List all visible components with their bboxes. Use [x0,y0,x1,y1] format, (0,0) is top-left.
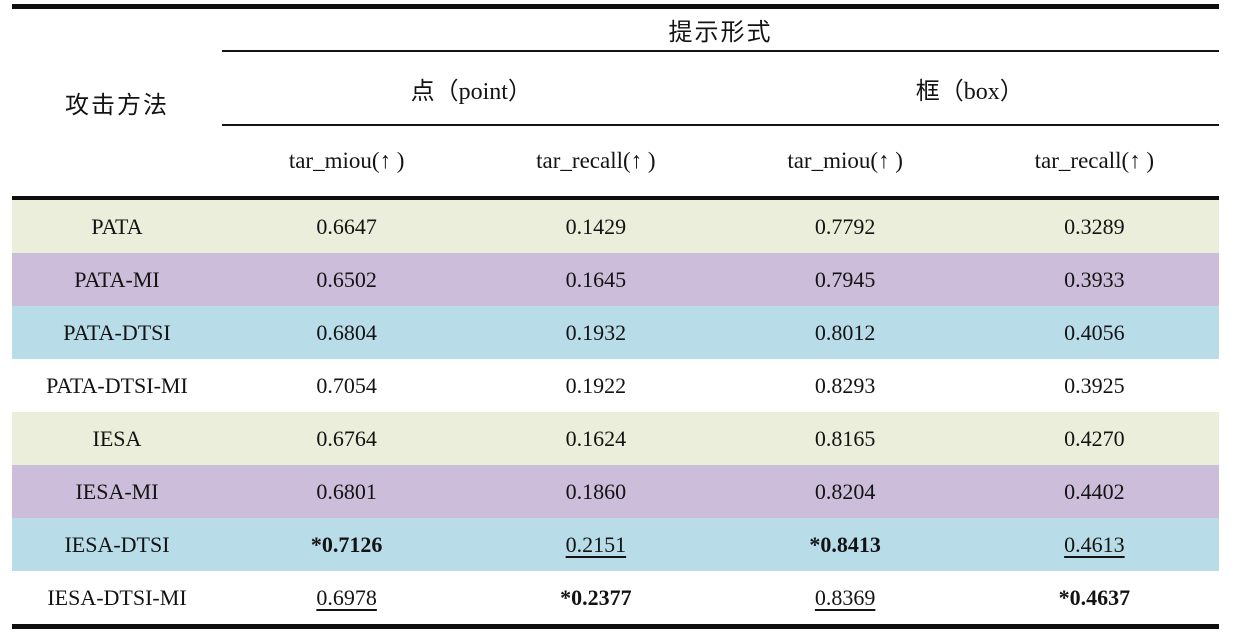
table-header: 攻击方法 提示形式 点（point） 框（box） tar_miou(↑ ) t… [12,9,1219,196]
value-cell: 0.8012 [814,319,876,345]
method-cell: IESA-MI [75,478,159,504]
table-row: IESA-MI 0.6801 0.1860 0.8204 0.4402 [12,465,1219,518]
value-cell: 0.6804 [316,319,377,345]
group-header-box: 框（box） [915,78,1024,105]
method-column-header: 攻击方法 [65,93,169,119]
value-cell: 0.1429 [565,213,627,239]
value-cell: 0.4270 [1064,425,1125,451]
value-cell: *0.7126 [310,531,383,557]
table-row: IESA-DTSI-MI 0.6978 *0.2377 0.8369 *0.46… [12,571,1219,624]
group-header-point: 点（point） [410,78,532,105]
value-cell: *0.4637 [1058,584,1131,610]
prompt-group-row: 点（point） 框（box） [222,52,1219,124]
value-cell: 0.3925 [1064,372,1125,398]
method-cell: PATA [91,213,143,239]
metric-header-box-recall: tar_recall(↑ ) [1034,148,1155,173]
value-cell: 0.3933 [1064,266,1125,292]
value-cell: 0.1932 [565,319,627,345]
value-cell: 0.6502 [316,266,377,292]
value-cell: 0.1860 [565,478,627,504]
value-cell: 0.4613 [1064,531,1125,557]
prompt-form-header: 提示形式 [668,20,773,46]
metric-header-point-miou: tar_miou(↑ ) [288,148,405,173]
bottom-rule [12,624,1219,629]
method-cell: IESA-DTSI-MI [47,584,187,610]
value-cell: 0.4402 [1064,478,1125,504]
header-body-rule [12,196,1219,200]
table-row: PATA-MI 0.6502 0.1645 0.7945 0.3933 [12,253,1219,306]
rule-under-prompt-form [222,50,1219,52]
value-cell: 0.4056 [1064,319,1125,345]
method-cell: IESA [92,425,142,451]
value-cell: 0.2151 [565,531,627,557]
value-cell: 0.1624 [565,425,627,451]
method-cell: IESA-DTSI [64,531,170,557]
value-cell: 0.7792 [814,213,876,239]
value-cell: 0.1645 [565,266,627,292]
table-row: IESA 0.6764 0.1624 0.8165 0.4270 [12,412,1219,465]
method-cell: PATA-DTSI-MI [46,372,188,398]
value-cell: *0.2377 [560,584,632,610]
value-cell: 0.8204 [814,478,876,504]
metric-header-point-recall: tar_recall(↑ ) [536,148,656,173]
value-cell: 0.6647 [316,213,377,239]
value-cell: 0.8293 [814,372,876,398]
value-cell: 0.6764 [316,425,377,451]
rule-under-groups [222,124,1219,126]
metric-header-row: tar_miou(↑ ) tar_recall(↑ ) tar_miou(↑ )… [222,126,1219,196]
value-cell: 0.8165 [814,425,876,451]
method-cell: PATA-MI [74,266,160,292]
table-row: PATA-DTSI 0.6804 0.1932 0.8012 0.4056 [12,306,1219,359]
top-rule [12,4,1219,9]
metric-header-box-miou: tar_miou(↑ ) [787,148,903,173]
value-cell: 0.6978 [316,584,377,610]
table-row: PATA-DTSI-MI 0.7054 0.1922 0.8293 0.3925 [12,359,1219,412]
value-cell: 0.1922 [565,372,627,398]
value-cell: 0.3289 [1064,213,1125,239]
value-cell: *0.8413 [809,531,881,557]
value-cell: 0.7945 [814,266,876,292]
method-cell: PATA-DTSI [63,319,171,345]
table-row: IESA-DTSI *0.7126 0.2151 *0.8413 0.4613 [12,518,1219,571]
results-table: 攻击方法 提示形式 点（point） 框（box） tar_miou(↑ ) t… [12,4,1219,629]
prompt-header-block: 提示形式 点（point） 框（box） tar_miou(↑ ) tar_re… [222,9,1219,196]
value-cell: 0.7054 [316,372,377,398]
value-cell: 0.6801 [316,478,377,504]
value-cell: 0.8369 [814,584,876,610]
table-row: PATA 0.6647 0.1429 0.7792 0.3289 [12,200,1219,253]
